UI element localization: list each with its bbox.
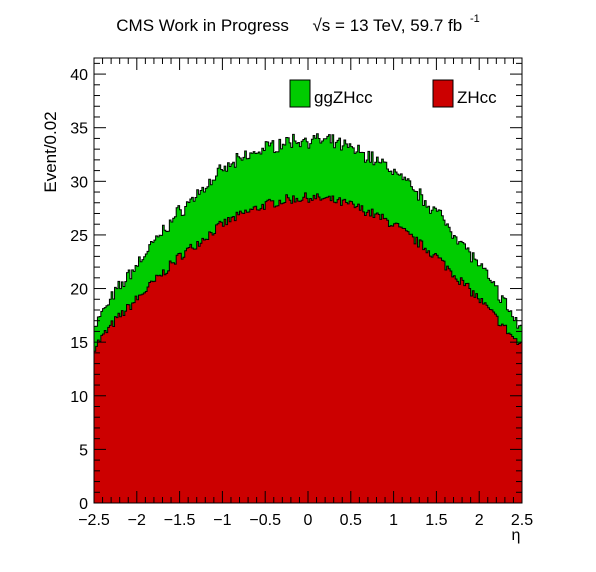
histogram-fills xyxy=(93,133,523,504)
y-axis-label: Event/0.02 xyxy=(41,111,60,192)
title-energy: = 13 TeV, 59.7 fb xyxy=(335,16,463,35)
legend-swatch-ggZHcc xyxy=(289,79,311,108)
legend-label-ggZHcc: ggZHcc xyxy=(314,88,373,107)
title-prefix: CMS Work in Progress xyxy=(116,16,289,35)
title-lumi-exponent: -1 xyxy=(469,13,480,25)
x-tick-label: −1 xyxy=(213,512,231,529)
series-ZHcc-area xyxy=(93,192,523,504)
x-tick-label: −1.5 xyxy=(164,512,196,529)
sqrt-s-symbol: √s xyxy=(312,16,331,35)
x-tick-label: 2.5 xyxy=(511,512,533,529)
x-tick-label: 0.5 xyxy=(340,512,362,529)
x-tick-label: 1.5 xyxy=(425,512,447,529)
legend-swatch-ZHcc xyxy=(432,79,454,108)
y-tick-label: 40 xyxy=(70,67,88,84)
y-tick-label: 20 xyxy=(70,282,88,299)
x-tick-label: 0 xyxy=(304,512,313,529)
chart-title: CMS Work in Progress √s = 13 TeV, 59.7 f… xyxy=(0,13,596,36)
y-tick-label: 15 xyxy=(70,335,88,352)
y-tick-label: 5 xyxy=(79,442,88,459)
legend-label-ZHcc: ZHcc xyxy=(457,88,497,107)
x-tick-label: 2 xyxy=(475,512,484,529)
y-tick-label: 25 xyxy=(70,228,88,245)
legend: ggZHcc ZHcc xyxy=(289,79,497,108)
y-tick-label: 10 xyxy=(70,389,88,406)
x-tick-label: 1 xyxy=(389,512,398,529)
x-tick-label: −2.5 xyxy=(78,512,110,529)
x-tick-label: −0.5 xyxy=(249,512,281,529)
y-tick-label: 30 xyxy=(70,174,88,191)
y-axis: 0 5 10 15 20 25 30 35 40 xyxy=(70,62,522,513)
y-tick-label: 0 xyxy=(79,496,88,513)
y-tick-label: 35 xyxy=(70,121,88,138)
x-tick-label: −2 xyxy=(128,512,146,529)
x-axis: −2.5 −2 −1.5 −1 −0.5 0 0.5 1 1.5 2 2.5 xyxy=(78,58,533,529)
x-axis-label: η xyxy=(512,527,521,544)
